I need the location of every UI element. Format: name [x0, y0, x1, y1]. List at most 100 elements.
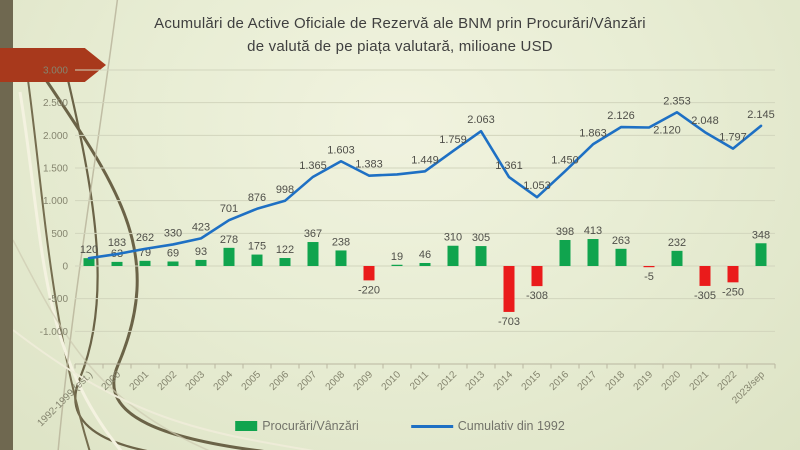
- bar-2017: [587, 239, 599, 266]
- line-label: 1.603: [327, 144, 355, 156]
- line-label: 330: [164, 227, 182, 239]
- bar-label: -305: [694, 290, 716, 302]
- y-tick-label: 0: [62, 262, 68, 273]
- bar-2001: [139, 260, 151, 266]
- line-series-swatch: [410, 424, 453, 428]
- line-label: 262: [136, 232, 154, 244]
- legend-item-bars: Procurări/Vânzări: [235, 419, 359, 433]
- bar-2011: [419, 262, 431, 266]
- line-label: 2.126: [607, 110, 635, 122]
- line-label: 423: [192, 221, 210, 233]
- x-tick-label: 2004: [212, 369, 236, 393]
- bar-label: 263: [612, 235, 630, 247]
- bar-label: -220: [358, 284, 380, 296]
- bar-2015: [531, 266, 543, 287]
- line-label: 1.863: [579, 127, 607, 139]
- decor-curve: [57, 0, 119, 450]
- bar-label: 46: [419, 249, 431, 261]
- title-line-2: de valută de pe piața valutară, milioane…: [247, 37, 553, 55]
- left-edge-strip: [0, 0, 13, 450]
- bar-2009: [363, 266, 375, 281]
- bar-label: 93: [195, 246, 207, 258]
- bar-label: 19: [391, 251, 403, 263]
- bar-label: 69: [167, 247, 179, 259]
- line-label: 2.063: [467, 114, 495, 126]
- line-label: 701: [220, 203, 238, 215]
- decor-curve: [12, 329, 315, 450]
- bar-2020: [671, 250, 683, 266]
- bar-label: -308: [526, 290, 548, 302]
- y-tick-label: 2.500: [43, 98, 68, 109]
- x-tick-label: 2020: [660, 369, 684, 393]
- x-tick-label: 2009: [352, 369, 376, 393]
- x-tick-label: 2003: [184, 369, 208, 393]
- line-label: 2.145: [747, 109, 775, 121]
- x-tick-label: 2006: [268, 369, 292, 393]
- bar-label: 310: [444, 232, 462, 244]
- x-tick-label: 2011: [408, 369, 431, 392]
- bar-2018: [615, 248, 627, 266]
- x-tick-label: 2019: [632, 369, 656, 393]
- bar-2000: [111, 261, 123, 266]
- line-label: 2.048: [691, 115, 719, 127]
- line-label: 1.759: [439, 134, 467, 146]
- line-label: 1.449: [411, 154, 439, 166]
- bar-2007: [307, 242, 319, 266]
- bar-2023/sep: [755, 243, 767, 266]
- bar-2014: [503, 266, 515, 312]
- line-label: 1.450: [551, 154, 579, 166]
- bar-label: 122: [276, 244, 294, 256]
- x-tick-label: 2021: [688, 369, 712, 393]
- bar-2002: [167, 261, 179, 266]
- x-tick-label: 2002: [156, 369, 180, 393]
- x-tick-label: 2000: [100, 369, 124, 393]
- decor-curve: [12, 239, 210, 450]
- bar-2010: [391, 264, 403, 266]
- bar-2012: [447, 245, 459, 266]
- bar-label: -250: [722, 286, 744, 298]
- legend-line-label: Cumulativ din 1992: [457, 419, 565, 433]
- y-tick-label: 500: [51, 229, 68, 240]
- decor-curve: [27, 79, 91, 450]
- bar-2022: [727, 266, 739, 283]
- accent-arrow-shape: [0, 48, 106, 82]
- y-tick-label: 1.500: [43, 164, 68, 175]
- bar-label: 278: [220, 234, 238, 246]
- chart-legend: Procurări/Vânzări Cumulativ din 1992: [235, 419, 565, 433]
- x-tick-label: 2010: [380, 369, 404, 393]
- line-label: 1.383: [355, 159, 383, 171]
- bar-2003: [195, 259, 207, 266]
- bar-label: -703: [498, 316, 520, 328]
- bar-2006: [279, 258, 291, 266]
- x-tick-label: 2013: [464, 369, 488, 393]
- line-label: 1.797: [719, 132, 747, 144]
- bar-1992-1999 (est.): [83, 258, 95, 266]
- bar-2008: [335, 250, 347, 266]
- bar-label: 367: [304, 228, 322, 240]
- x-tick-label: 2012: [436, 369, 460, 393]
- x-tick-label: 2022: [716, 369, 740, 393]
- y-tick-label: -1.000: [40, 327, 69, 338]
- y-tick-label: -500: [48, 294, 68, 305]
- cumulative-line: [87, 110, 763, 260]
- decor-curve: [66, 79, 148, 450]
- bar-label: 232: [668, 237, 686, 249]
- y-tick-label: 3.000: [43, 66, 68, 77]
- bar-label: 238: [332, 236, 350, 248]
- bar-2016: [559, 239, 571, 266]
- line-label: 876: [248, 192, 266, 204]
- x-tick-label: 2001: [128, 369, 152, 393]
- line-label: 1.361: [495, 160, 523, 172]
- bar-series-swatch: [235, 421, 258, 431]
- x-tick-label: 2005: [240, 369, 264, 393]
- x-tick-label: 1992-1999 (est.): [35, 369, 95, 429]
- bar-label: 120: [80, 244, 98, 256]
- title-line-1: Acumulări de Active Oficiale de Rezervă …: [154, 15, 646, 32]
- x-tick-label: 2018: [604, 369, 628, 393]
- decor-curve: [18, 91, 123, 450]
- line-label: 998: [276, 184, 294, 196]
- bar-2004: [223, 247, 235, 266]
- bar-2013: [475, 246, 487, 266]
- line-label: 2.353: [663, 95, 691, 107]
